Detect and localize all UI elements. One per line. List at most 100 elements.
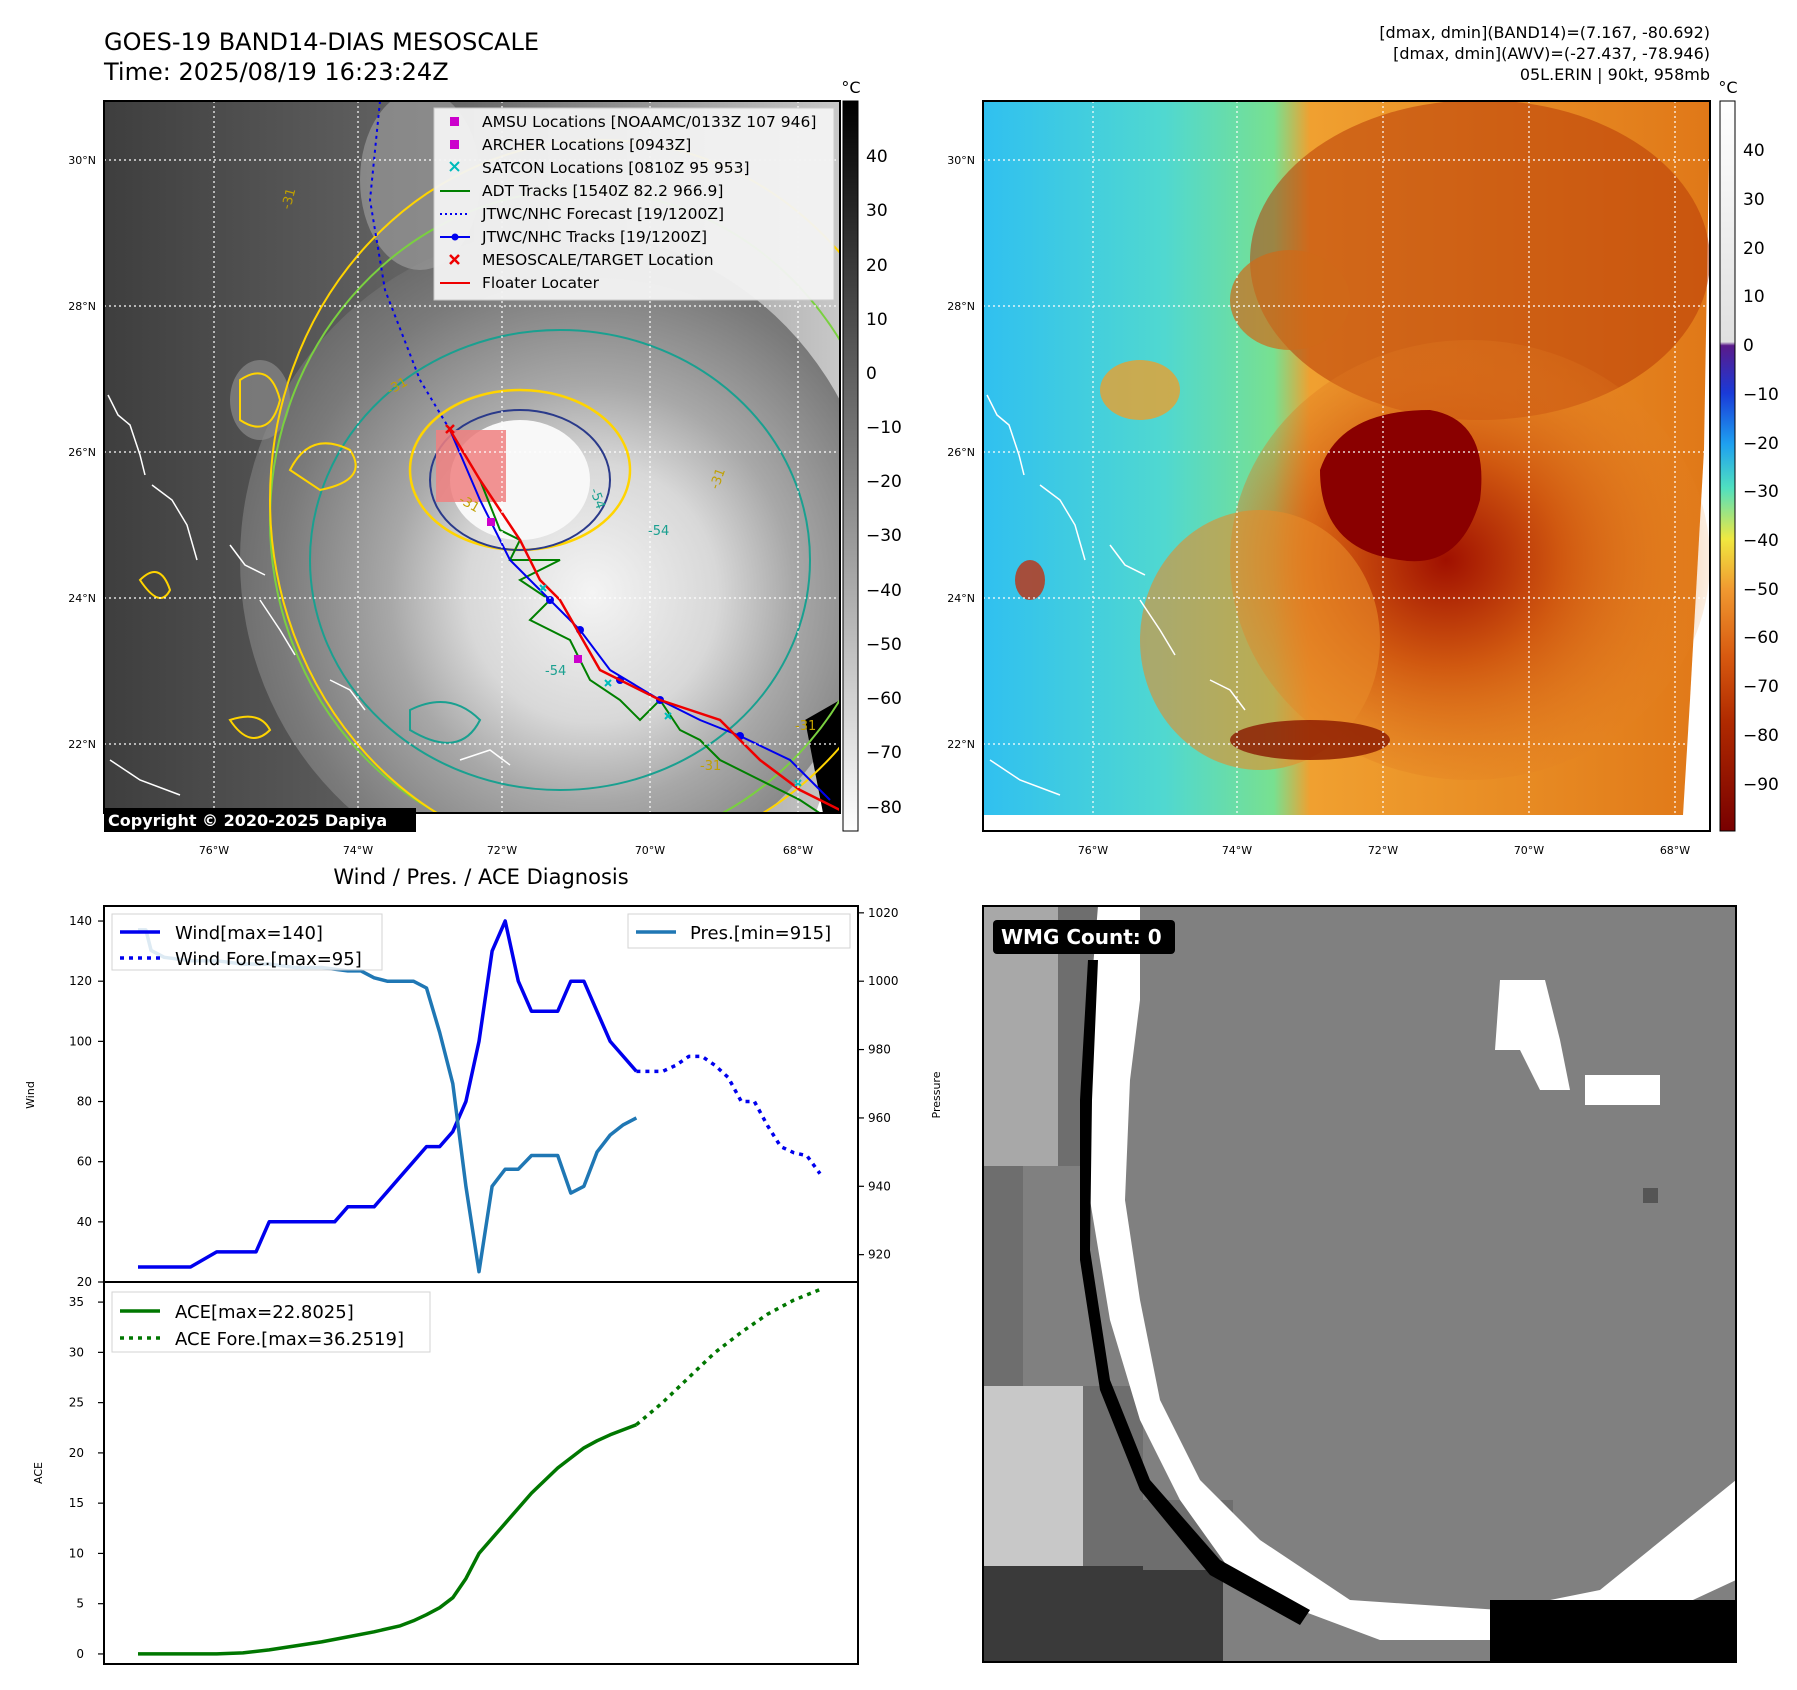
contour-label: -31 — [700, 759, 721, 774]
ace-tick-label: 35 — [69, 1295, 84, 1309]
gray-tick: −10 — [866, 418, 902, 438]
series-line-1 — [636, 1054, 822, 1175]
color-colorbar-unit: °C — [1718, 78, 1737, 97]
legend-jtwc: JTWC/NHC Tracks [19/1200Z] — [481, 228, 707, 246]
ace-yticks: 0 5 10 15 20 25 30 35 — [69, 1295, 104, 1661]
wind-legend: Wind[max=140] Wind Fore.[max=95] — [111, 913, 383, 971]
legend-archer: ARCHER Locations [0943Z] — [482, 136, 691, 154]
gray-tick: 30 — [866, 201, 888, 221]
legend-wind-forecast: Wind Fore.[max=95] — [175, 949, 362, 970]
pressure-tick-label: 980 — [868, 1043, 891, 1057]
lon-label: 70°W — [1514, 844, 1544, 857]
copyright-text: Copyright © 2020-2025 Dapiya — [108, 811, 387, 830]
lat-label: 30°N — [68, 154, 96, 167]
gray-tick: −80 — [866, 798, 902, 818]
contour-label: -54 — [545, 664, 566, 679]
jtwc-track — [449, 429, 831, 801]
color-tick: −50 — [1743, 580, 1779, 600]
wind-tick-label: 40 — [77, 1215, 92, 1229]
gray-tick: 10 — [866, 310, 888, 330]
map-legend: AMSU Locations [NOAAMC/0133Z 107 946] AR… — [433, 107, 835, 301]
contour-label: -31 — [795, 719, 816, 734]
ace-tick-label: 5 — [76, 1597, 84, 1611]
wmg-white-band — [1088, 906, 1736, 1640]
legend-ace-forecast: ACE Fore.[max=36.2519] — [175, 1329, 404, 1350]
gray-tick: −30 — [866, 526, 902, 546]
awv-coastlines — [986, 394, 1246, 796]
wind-axis-label: Wind — [24, 1081, 37, 1109]
wmg-panel: WMG Count: 0 — [982, 905, 1737, 1663]
color-tick: 0 — [1743, 336, 1754, 356]
ir-gridlines — [104, 101, 840, 813]
color-tick: −10 — [1743, 385, 1779, 405]
lat-label: 26°N — [68, 446, 96, 459]
color-tick: 20 — [1743, 239, 1765, 259]
floater-line — [448, 429, 840, 812]
lon-label: 68°W — [783, 844, 813, 857]
legend-target: MESOSCALE/TARGET Location — [482, 251, 714, 269]
pres-yticks: 920 940 960 980 1000 1020 — [858, 906, 899, 1262]
lat-label: 28°N — [947, 300, 975, 313]
ace-legend: ACE[max=22.8025] ACE Fore.[max=36.2519] — [111, 1291, 431, 1353]
awv-map: 30°N 28°N 26°N 24°N 22°N 76°W 74°W 72°W … — [947, 100, 1711, 857]
pressure-tick-label: 1000 — [868, 974, 899, 988]
ace-tick-label: 25 — [69, 1396, 84, 1410]
lon-label: 72°W — [1368, 844, 1398, 857]
color-colorbar: °C 40 30 20 10 0 −10 −20 −30 −40 −50 −60… — [1718, 78, 1779, 832]
info-line-2: [dmax, dmin](AWV)=(-27.437, -78.946) — [1393, 44, 1710, 63]
wind-yticks: 20 40 60 80 100 120 140 — [69, 914, 104, 1289]
color-tick: −60 — [1743, 628, 1779, 648]
lat-label: 28°N — [68, 300, 96, 313]
lat-label: 30°N — [947, 154, 975, 167]
color-tick: 30 — [1743, 190, 1765, 210]
lon-label: 68°W — [1660, 844, 1690, 857]
ace-tick-label: 0 — [76, 1647, 84, 1661]
pressure-tick-label: 960 — [868, 1111, 891, 1125]
contour-label: -31 — [708, 466, 729, 491]
contour-label: -54 — [648, 524, 669, 539]
gray-tick: −40 — [866, 581, 902, 601]
lat-label: 24°N — [947, 592, 975, 605]
contour-label: -54 — [586, 486, 607, 511]
wind-tick-label: 100 — [69, 1034, 92, 1048]
lat-label: 26°N — [947, 446, 975, 459]
awv-eye-core — [1320, 410, 1482, 562]
legend-adt: ADT Tracks [1540Z 82.2 966.9] — [482, 182, 723, 200]
pressure-axis-label: Pressure — [930, 1071, 943, 1118]
coastlines — [107, 394, 511, 796]
gray-tick: −70 — [866, 743, 902, 763]
ace-axis-label: ACE — [32, 1462, 45, 1484]
color-tick: 10 — [1743, 287, 1765, 307]
ace-tick-label: 15 — [69, 1496, 84, 1510]
gray-colorbar: °C 40 30 20 10 0 −10 −20 −30 −40 −50 −60… — [841, 78, 902, 832]
color-tick: −90 — [1743, 775, 1779, 795]
legend-forecast: JTWC/NHC Forecast [19/1200Z] — [481, 205, 724, 223]
color-tick: −80 — [1743, 726, 1779, 746]
ace-tick-label: 20 — [69, 1446, 84, 1460]
wind-tick-label: 60 — [77, 1155, 92, 1169]
ace-line-0 — [138, 1423, 638, 1656]
info-line-3: 05L.ERIN | 90kt, 958mb — [1520, 65, 1710, 84]
ir-map: -54 -54 -54 -31 -31 -31 -31 -31 -31 AMSU… — [68, 100, 841, 857]
ace-series — [138, 1287, 821, 1656]
color-tick: −40 — [1743, 531, 1779, 551]
color-tick: −70 — [1743, 677, 1779, 697]
amsu-marker — [574, 655, 582, 663]
pressure-tick-label: 920 — [868, 1248, 891, 1262]
legend-floater: Floater Locater — [482, 274, 600, 292]
diagnosis-title: Wind / Pres. / ACE Diagnosis — [333, 865, 628, 889]
ace-tick-label: 10 — [69, 1546, 84, 1560]
legend-ace: ACE[max=22.8025] — [175, 1302, 354, 1323]
pressure-tick-label: 1020 — [868, 906, 899, 920]
ace-panel: 0 5 10 15 20 25 30 35 ACE ACE[max=22.8025] ACE … — [32, 1281, 859, 1665]
wind-tick-label: 140 — [69, 914, 92, 928]
adt-track — [479, 479, 822, 813]
gray-colorbar-unit: °C — [841, 78, 860, 97]
contour-label: -31 — [279, 187, 299, 211]
lon-label: 76°W — [199, 844, 229, 857]
satcon-markers — [539, 584, 802, 787]
awv-gridlines — [983, 101, 1710, 831]
wmg-white-patch — [1495, 980, 1570, 1090]
legend-amsu: AMSU Locations [NOAAMC/0133Z 107 946] — [482, 113, 816, 131]
lon-label: 70°W — [635, 844, 665, 857]
